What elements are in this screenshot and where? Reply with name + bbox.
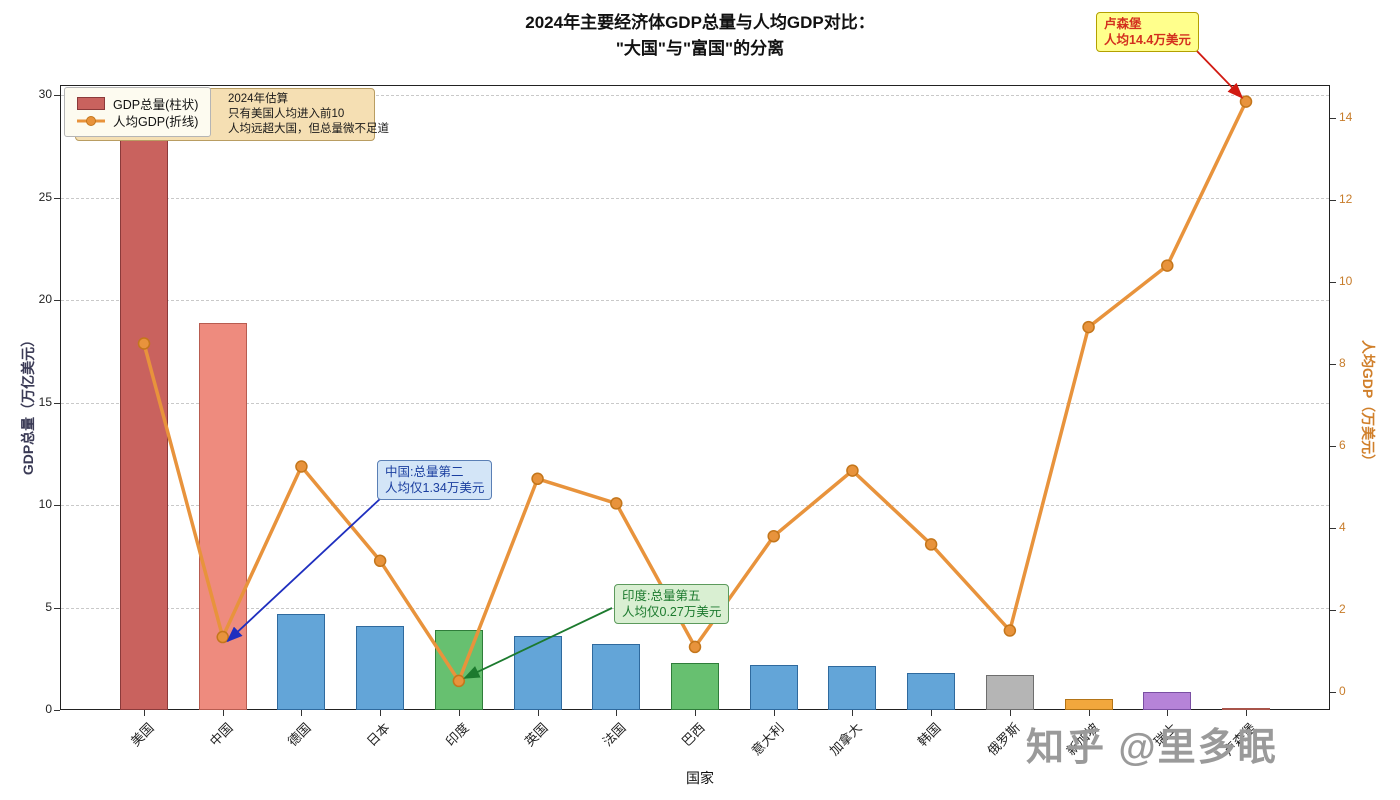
x-axis-label: 国家 bbox=[686, 770, 714, 786]
x-axis-tickmark bbox=[852, 710, 854, 716]
gridline bbox=[61, 95, 1329, 96]
y-axis-left-tickmark bbox=[54, 607, 60, 609]
x-axis-tickmark bbox=[537, 710, 539, 716]
annotation-luxembourg: 卢森堡 人均14.4万美元 bbox=[1096, 12, 1199, 52]
note-line-3: 人均远超大国，但总量微不足道 bbox=[228, 123, 389, 135]
y-axis-right-tickmark bbox=[1330, 364, 1336, 365]
y-axis-right-tickmark bbox=[1330, 610, 1336, 611]
x-axis-tickmark bbox=[301, 710, 303, 716]
y-axis-left-tick-label: 15 bbox=[38, 394, 52, 409]
x-axis-tickmark bbox=[1167, 710, 1169, 716]
x-axis-tickmark bbox=[616, 710, 618, 716]
bar-中国 bbox=[198, 322, 247, 710]
y-axis-right-tick-label: 6 bbox=[1339, 438, 1346, 452]
legend-bar-swatch-icon bbox=[77, 97, 105, 110]
annotation-india: 印度:总量第五 人均仅0.27万美元 bbox=[614, 584, 730, 624]
y-axis-left-tickmark bbox=[54, 505, 60, 506]
y-axis-left-tickmark bbox=[54, 300, 60, 301]
y-axis-left-tick-label: 20 bbox=[38, 292, 52, 306]
y-axis-left-tickmark bbox=[54, 710, 60, 711]
y-axis-right-tickmark bbox=[1330, 282, 1336, 283]
x-axis-tickmark bbox=[144, 710, 145, 716]
y-axis-right-tick-label: 8 bbox=[1339, 356, 1346, 370]
chart-title: 2024年主要经济体GDP总量与人均GDP对比： "大国"与"富国"的分离 bbox=[0, 10, 1400, 62]
note-line-2: 只有美国人均进入前10 bbox=[228, 108, 345, 120]
annotation-luxembourg-line2: 人均14.4万美元 bbox=[1104, 33, 1191, 47]
y-axis-left-tick-label: 25 bbox=[38, 189, 52, 204]
x-axis-tickmark bbox=[773, 710, 775, 716]
y-axis-left-tickmark bbox=[54, 402, 60, 404]
x-axis-tickmark bbox=[1088, 710, 1090, 716]
legend-item-gdp-total: GDP总量(柱状) bbox=[77, 95, 198, 112]
bar-卢森堡 bbox=[1222, 708, 1270, 710]
bar-瑞士 bbox=[1143, 691, 1192, 710]
x-axis-tickmark bbox=[695, 710, 696, 716]
y-axis-right-tick-label: 14 bbox=[1339, 110, 1353, 124]
annotation-china: 中国:总量第二 人均仅1.34万美元 bbox=[377, 460, 493, 500]
gridline bbox=[61, 197, 1329, 199]
chart-title-line1: 2024年主要经济体GDP总量与人均GDP对比： bbox=[525, 13, 875, 32]
y-axis-right-label: 人均GDP（万美元） bbox=[1360, 339, 1376, 469]
y-axis-right-tick-label: 0 bbox=[1339, 684, 1346, 698]
legend-line-label: 人均GDP(折线) bbox=[113, 115, 199, 129]
y-axis-right-tickmark bbox=[1330, 446, 1336, 447]
y-axis-right-tick-label: 2 bbox=[1339, 602, 1346, 616]
gridline bbox=[61, 300, 1329, 301]
bar-德国 bbox=[277, 613, 326, 710]
watermark: 知乎 @里多眠 bbox=[1026, 727, 1278, 769]
y-axis-right-tickmark bbox=[1330, 118, 1336, 119]
legend-line-swatch-icon bbox=[77, 115, 105, 126]
x-axis-tickmark bbox=[931, 710, 933, 716]
chart-title-line2: "大国"与"富国"的分离 bbox=[615, 39, 785, 58]
y-axis-right-tickmark bbox=[1330, 200, 1336, 201]
bar-意大利 bbox=[749, 664, 798, 710]
bar-印度 bbox=[434, 630, 483, 710]
y-axis-left-tick-label: 0 bbox=[45, 702, 52, 716]
annotation-luxembourg-line1: 卢森堡 bbox=[1104, 17, 1142, 31]
annotation-india-line1: 印度:总量第五 bbox=[622, 589, 701, 603]
y-axis-right-tickmark bbox=[1330, 692, 1336, 693]
note-line-1: 2024年估算 bbox=[228, 93, 289, 105]
x-axis-tickmark bbox=[380, 710, 382, 716]
y-axis-right-tick-label: 12 bbox=[1339, 192, 1353, 206]
x-axis-tickmark bbox=[1009, 710, 1011, 716]
y-axis-left-tick-label: 30 bbox=[38, 87, 52, 101]
bar-韩国 bbox=[907, 673, 956, 710]
annotation-india-line2: 人均仅0.27万美元 bbox=[622, 605, 722, 619]
legend-item-gdp-per-capita: 人均GDP(折线) bbox=[77, 112, 198, 129]
bar-日本 bbox=[356, 625, 405, 710]
bar-加拿大 bbox=[828, 665, 877, 710]
y-axis-left-tick-label: 10 bbox=[38, 497, 52, 511]
x-axis-tickmark bbox=[458, 710, 460, 716]
bar-巴西 bbox=[671, 662, 719, 710]
y-axis-left-tickmark bbox=[54, 197, 60, 199]
annotation-china-line1: 中国:总量第二 bbox=[385, 465, 464, 479]
y-axis-left-tick-label: 5 bbox=[45, 599, 52, 614]
bar-法国 bbox=[592, 644, 641, 710]
gridline bbox=[61, 505, 1329, 506]
y-axis-right-tickmark bbox=[1330, 528, 1336, 529]
annotation-china-line2: 人均仅1.34万美元 bbox=[385, 481, 485, 495]
bar-新加坡 bbox=[1064, 698, 1113, 710]
bar-美国 bbox=[120, 111, 168, 710]
bar-英国 bbox=[513, 636, 562, 710]
y-axis-right-tick-label: 10 bbox=[1339, 274, 1353, 288]
legend: GDP总量(柱状) 人均GDP(折线) bbox=[64, 87, 212, 137]
bar-俄罗斯 bbox=[985, 675, 1034, 710]
y-axis-right-tick-label: 4 bbox=[1339, 520, 1346, 534]
x-axis-tickmark bbox=[1246, 710, 1247, 716]
gridline bbox=[61, 402, 1329, 404]
x-axis-tickmark bbox=[222, 710, 224, 716]
y-axis-left-tickmark bbox=[54, 95, 60, 96]
